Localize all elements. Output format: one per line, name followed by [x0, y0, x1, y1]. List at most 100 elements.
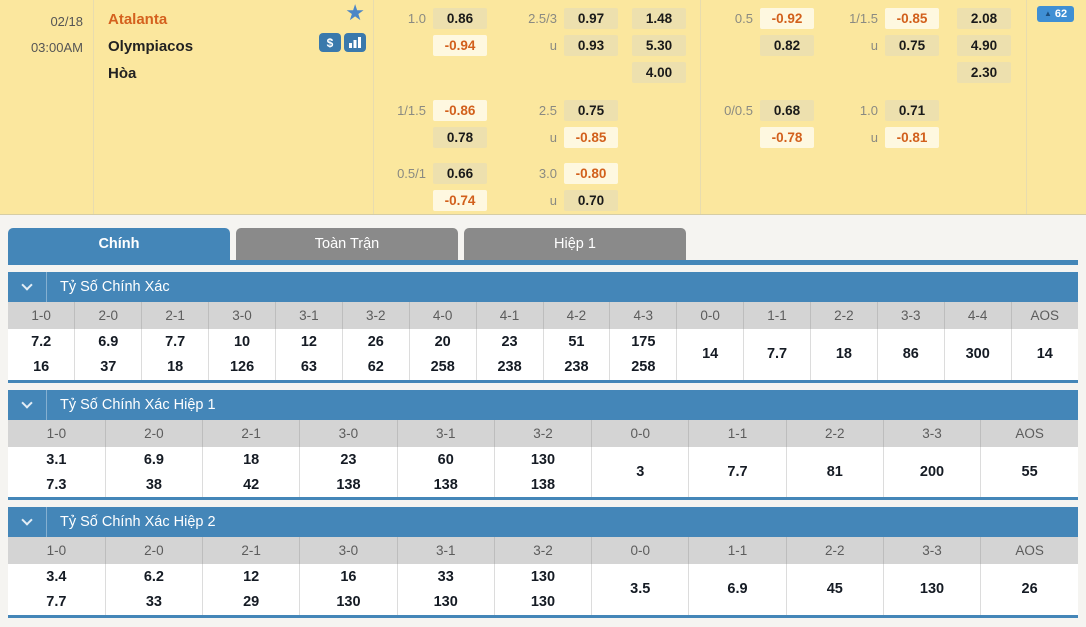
tab-toan-tran[interactable]: Toàn Trận — [236, 228, 458, 260]
stats-icon[interactable] — [344, 33, 366, 52]
score-odds-cell[interactable]: 7.7 — [688, 446, 787, 499]
odds-value[interactable]: 0.97 — [564, 8, 618, 29]
odds-value[interactable]: 0.75 — [564, 100, 618, 121]
score-odds-cell[interactable]: 14 — [1010, 329, 1078, 381]
odds-value[interactable]: -0.85 — [564, 127, 618, 148]
odds-value[interactable]: -0.80 — [564, 163, 618, 184]
collapse-toggle[interactable] — [8, 389, 47, 420]
score-odds-cell[interactable]: 6.9 — [74, 329, 142, 355]
score-odds-cell[interactable]: 33 — [396, 564, 495, 590]
score-odds-cell[interactable]: 62 — [341, 355, 410, 381]
score-odds-cell[interactable]: 258 — [408, 355, 477, 381]
odds-value[interactable]: 0.78 — [433, 127, 487, 148]
odds-value[interactable]: 0.71 — [885, 100, 939, 121]
score-odds-cell[interactable]: 130 — [493, 590, 592, 616]
odds-value[interactable]: -0.94 — [433, 35, 487, 56]
score-odds-cell[interactable]: 238 — [542, 355, 610, 381]
score-odds-cell[interactable]: 238 — [475, 355, 543, 381]
favorite-star-icon[interactable]: ★ — [345, 0, 365, 25]
score-odds-cell[interactable]: 3.1 — [8, 446, 106, 473]
tab-chinh[interactable]: Chính — [8, 228, 230, 260]
more-bets-badge[interactable]: ▲ 62 — [1037, 6, 1075, 22]
score-odds-cell[interactable]: 175 — [609, 329, 677, 355]
score-odds-cell[interactable]: 126 — [208, 355, 276, 381]
odds-value[interactable]: 0.75 — [885, 35, 939, 56]
score-odds-cell[interactable]: 7.7 — [8, 590, 106, 616]
score-odds-cell[interactable]: 42 — [202, 472, 300, 499]
score-odds-cell[interactable]: 16 — [299, 564, 398, 590]
score-odds-cell[interactable]: 6.2 — [104, 564, 203, 590]
score-odds-cell[interactable]: 29 — [202, 590, 300, 616]
score-odds-cell[interactable]: 63 — [275, 355, 343, 381]
odds-value[interactable]: 4.00 — [632, 62, 686, 83]
odds-value[interactable]: -0.74 — [433, 190, 487, 211]
score-odds-cell[interactable]: 6.9 — [104, 446, 203, 473]
score-odds-cell[interactable]: 6.9 — [688, 564, 787, 616]
score-column-header: 3-0 — [299, 537, 398, 564]
score-odds-cell[interactable]: 7.3 — [8, 472, 106, 499]
odds-value[interactable]: -0.85 — [885, 8, 939, 29]
score-odds-cell[interactable]: 12 — [202, 564, 300, 590]
cash-icon[interactable]: $ — [319, 33, 341, 52]
score-odds-cell[interactable]: 38 — [104, 472, 203, 499]
score-odds-cell[interactable]: 130 — [299, 590, 398, 616]
score-odds-cell[interactable]: 7.7 — [743, 329, 811, 381]
score-odds-cell[interactable]: 7.7 — [141, 329, 209, 355]
odds-value[interactable]: 2.08 — [957, 8, 1011, 29]
score-odds-cell[interactable]: 55 — [980, 446, 1078, 499]
score-odds-cell[interactable]: 130 — [882, 564, 981, 616]
odds-value[interactable]: 0.66 — [433, 163, 487, 184]
odds-value[interactable]: -0.86 — [433, 100, 487, 121]
odds-value[interactable]: 0.68 — [760, 100, 814, 121]
collapse-toggle[interactable] — [8, 272, 47, 302]
score-odds-cell[interactable]: 81 — [785, 446, 884, 499]
score-odds-cell[interactable]: 23 — [299, 446, 398, 473]
score-odds-cell[interactable]: 33 — [104, 590, 203, 616]
odds-value[interactable]: -0.92 — [760, 8, 814, 29]
score-odds-cell[interactable]: 258 — [609, 355, 677, 381]
score-odds-cell[interactable]: 3 — [591, 446, 689, 499]
score-odds-cell[interactable]: 300 — [943, 329, 1012, 381]
score-odds-cell[interactable]: 18 — [141, 355, 209, 381]
score-odds-cell[interactable]: 37 — [74, 355, 142, 381]
odds-value[interactable]: 0.70 — [564, 190, 618, 211]
score-column-header: 2-0 — [74, 302, 142, 329]
score-odds-cell[interactable]: 26 — [341, 329, 410, 355]
odds-value[interactable]: -0.81 — [885, 127, 939, 148]
collapse-toggle[interactable] — [8, 507, 47, 537]
score-odds-cell[interactable]: 16 — [8, 355, 75, 381]
tab-hiep-1[interactable]: Hiệp 1 — [464, 228, 686, 260]
odds-value[interactable]: 4.90 — [957, 35, 1011, 56]
score-odds-cell[interactable]: 20 — [408, 329, 477, 355]
score-odds-cell[interactable]: 45 — [785, 564, 884, 616]
score-odds-cell[interactable]: 138 — [493, 472, 592, 499]
score-column-header: 0-0 — [591, 537, 689, 564]
score-odds-cell[interactable]: 10 — [208, 329, 276, 355]
score-odds-cell[interactable]: 86 — [876, 329, 945, 381]
score-odds-cell[interactable]: 130 — [493, 564, 592, 590]
match-date: 02/18 — [50, 14, 83, 29]
score-odds-cell[interactable]: 7.2 — [8, 329, 75, 355]
score-odds-cell[interactable]: 23 — [475, 329, 543, 355]
score-odds-cell[interactable]: 138 — [396, 472, 495, 499]
score-odds-cell[interactable]: 51 — [542, 329, 610, 355]
score-odds-cell[interactable]: 18 — [810, 329, 878, 381]
score-odds-cell[interactable]: 26 — [980, 564, 1078, 616]
odds-value[interactable]: 0.82 — [760, 35, 814, 56]
odds-value[interactable]: 0.93 — [564, 35, 618, 56]
score-odds-cell[interactable]: 3.4 — [8, 564, 106, 590]
score-odds-cell[interactable]: 130 — [493, 446, 592, 473]
odds-value[interactable]: 1.48 — [632, 8, 686, 29]
score-odds-cell[interactable]: 138 — [299, 472, 398, 499]
score-odds-cell[interactable]: 3.5 — [591, 564, 689, 616]
odds-value[interactable]: 2.30 — [957, 62, 1011, 83]
score-odds-cell[interactable]: 12 — [275, 329, 343, 355]
odds-value[interactable]: 5.30 — [632, 35, 686, 56]
score-odds-cell[interactable]: 60 — [396, 446, 495, 473]
odds-value[interactable]: -0.78 — [760, 127, 814, 148]
odds-value[interactable]: 0.86 — [433, 8, 487, 29]
score-odds-cell[interactable]: 200 — [882, 446, 981, 499]
score-odds-cell[interactable]: 18 — [202, 446, 300, 473]
score-odds-cell[interactable]: 130 — [396, 590, 495, 616]
score-odds-cell[interactable]: 14 — [676, 329, 744, 381]
